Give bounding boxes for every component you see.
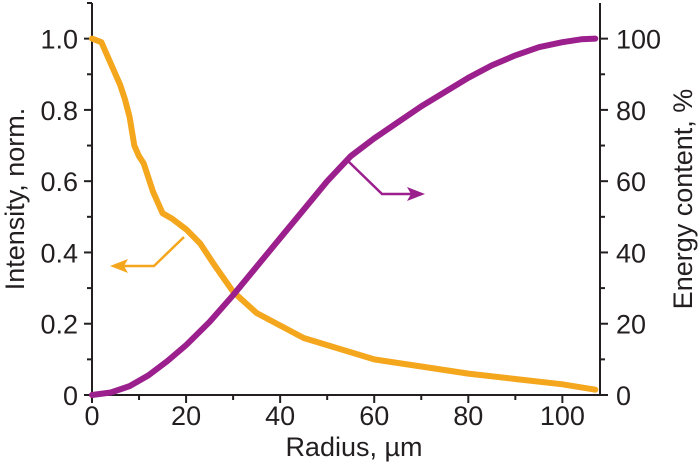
energy-series-line [89, 35, 599, 398]
left-y-tick-label: 1.0 [40, 25, 78, 55]
right-y-tick-label: 0 [616, 381, 631, 411]
right-y-tick-label: 100 [616, 25, 661, 55]
left-y-tick-label: 0.4 [40, 238, 78, 268]
x-axis-title: Radius, µm [285, 432, 422, 462]
right-y-axis-title: Energy content, % [668, 89, 698, 310]
x-tick-label: 100 [540, 401, 585, 431]
right-y-tick-label: 40 [616, 238, 646, 268]
right-y-tick-label: 60 [616, 167, 646, 197]
intensity-left-axis-arrow [110, 236, 185, 273]
tick-labels: 0 20 40 60 80 100 0 0.2 0.4 0.6 0.8 1.0 0 20 40 60 80 100 [40, 25, 661, 431]
x-tick-label: 20 [171, 401, 201, 431]
left-y-tick-label: 0.2 [40, 310, 78, 340]
axes [91, 3, 601, 396]
x-tick-label: 80 [453, 401, 483, 431]
left-y-tick-label: 0.8 [40, 96, 78, 126]
left-y-tick-label: 0.6 [40, 167, 78, 197]
left-y-axis-title: Intensity, norm. [0, 108, 30, 291]
intensity-series-line [89, 35, 599, 393]
right-y-tick-label: 20 [616, 310, 646, 340]
x-tick-label: 40 [265, 401, 295, 431]
right-y-tick-label: 80 [616, 96, 646, 126]
x-tick-label: 60 [359, 401, 389, 431]
energy-right-axis-arrow [348, 161, 425, 201]
x-tick-label: 0 [84, 401, 99, 431]
left-y-tick-label: 0 [63, 381, 78, 411]
tick-marks [84, 2, 608, 403]
